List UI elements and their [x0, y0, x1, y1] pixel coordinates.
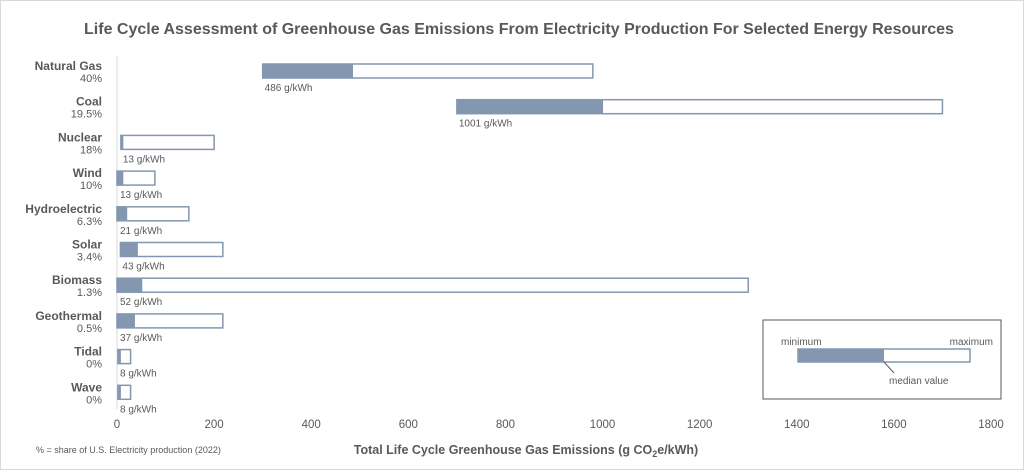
median-fill-bar — [117, 313, 135, 328]
chart-title: Life Cycle Assessment of Greenhouse Gas … — [84, 21, 954, 38]
category-label: Hydroelectric — [25, 202, 102, 216]
x-tick-label: 1400 — [784, 419, 810, 431]
category-label: Biomass — [52, 273, 102, 287]
category-share: 10% — [80, 180, 102, 192]
category-share: 0.5% — [77, 323, 102, 335]
category-label: Tidal — [74, 345, 102, 359]
median-label: 486 g/kWh — [265, 83, 313, 94]
median-fill-bar — [117, 385, 121, 400]
x-tick-label: 1800 — [978, 419, 1004, 431]
median-fill-bar — [117, 171, 124, 186]
category-share: 1.3% — [77, 287, 102, 299]
median-label: 21 g/kWh — [120, 226, 162, 237]
median-fill-bar — [262, 64, 353, 78]
x-tick-label: 1600 — [881, 419, 907, 431]
x-tick-label: 0 — [114, 419, 120, 431]
x-tick-label: 1000 — [590, 419, 616, 431]
x-tick-label: 200 — [205, 419, 224, 431]
x-tick-label: 800 — [496, 419, 515, 431]
category-share: 0% — [86, 394, 102, 406]
legend-median-fill — [798, 349, 884, 362]
legend-median: median value — [889, 376, 949, 387]
median-fill-bar — [120, 242, 138, 257]
median-label: 37 g/kWh — [120, 333, 162, 344]
category-label: Natural Gas — [35, 59, 103, 73]
category-label: Wind — [73, 166, 102, 180]
category-share: 3.4% — [77, 252, 102, 264]
median-label: 1001 g/kWh — [459, 119, 512, 130]
legend-maximum: maximum — [950, 337, 993, 348]
range-bar — [117, 384, 132, 401]
range-bar — [116, 206, 190, 222]
range-bar — [456, 98, 944, 115]
range-bar — [117, 348, 132, 365]
median-label: 13 g/kWh — [120, 190, 162, 201]
median-label: 13 g/kWh — [123, 154, 165, 165]
category-label: Coal — [76, 95, 102, 109]
category-label: Geothermal — [35, 309, 102, 323]
category-share: 19.5% — [71, 109, 102, 121]
legend-minimum: minimum — [781, 337, 822, 348]
legend-box — [762, 319, 1002, 400]
median-label: 43 g/kWh — [122, 262, 164, 273]
range-bar — [116, 313, 224, 329]
range-bar — [261, 63, 594, 79]
category-share: 18% — [80, 144, 102, 156]
range-bar — [119, 241, 224, 258]
median-fill-bar — [117, 349, 121, 364]
median-label: 8 g/kWh — [120, 404, 157, 415]
category-label: Wave — [71, 380, 102, 394]
range-bar — [116, 170, 156, 186]
median-label: 52 g/kWh — [120, 297, 162, 308]
x-tick-label: 400 — [302, 419, 321, 431]
category-label: Nuclear — [58, 130, 102, 144]
category-share: 0% — [86, 359, 102, 371]
footnote: % = share of U.S. Electricity production… — [36, 445, 221, 455]
median-fill-bar — [456, 99, 604, 114]
median-label: 8 g/kWh — [120, 369, 157, 380]
category-label: Solar — [72, 238, 102, 252]
category-share: 40% — [80, 73, 102, 85]
x-axis-title: Total Life Cycle Greenhouse Gas Emission… — [354, 443, 698, 459]
x-tick-label: 600 — [399, 419, 418, 431]
median-fill-bar — [117, 278, 143, 293]
legend: minimum maximum median value — [762, 319, 1002, 400]
legend-median-pointer — [883, 361, 895, 374]
range-bar — [116, 277, 749, 293]
category-share: 6.3% — [77, 216, 102, 228]
range-bar — [120, 134, 215, 151]
x-tick-label: 1200 — [687, 419, 713, 431]
median-fill-bar — [120, 135, 124, 150]
median-fill-bar — [117, 206, 128, 221]
